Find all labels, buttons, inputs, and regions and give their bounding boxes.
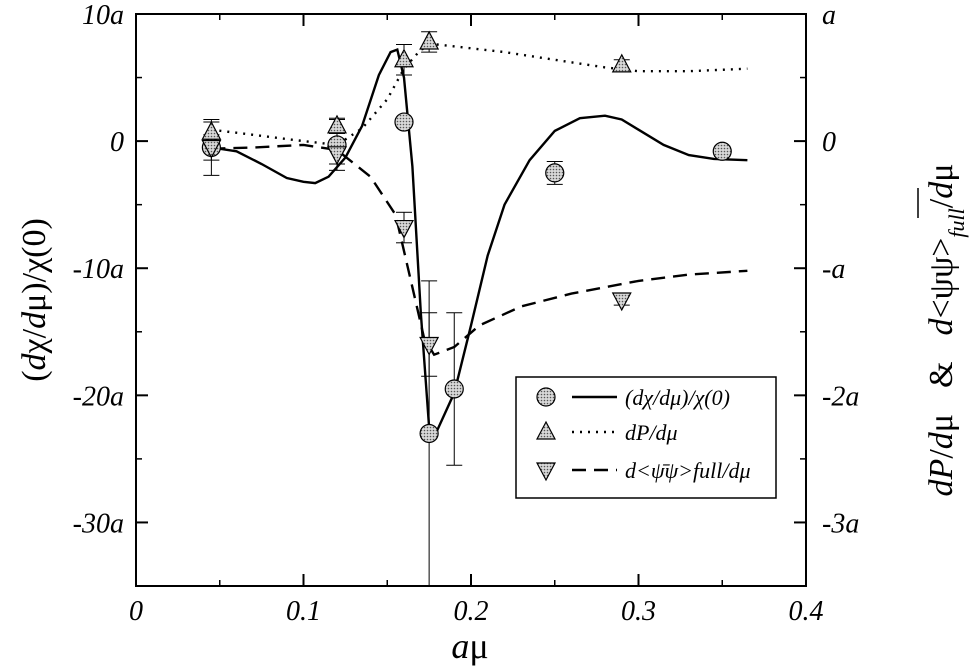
error-bars xyxy=(203,31,731,586)
plot-frame xyxy=(135,13,807,587)
data-point-0 xyxy=(444,379,464,399)
series-line-2 xyxy=(211,143,748,357)
data-point-0 xyxy=(394,112,414,132)
axis-ticks xyxy=(135,13,807,587)
y-left-tick-label: -20a xyxy=(73,381,124,412)
legend-marker-1 xyxy=(536,420,556,440)
y-right-tick-label: -3a xyxy=(822,508,859,539)
y-right-tick-label: -2a xyxy=(822,381,859,412)
series-line-0 xyxy=(211,48,748,432)
y-right-tick-label: a xyxy=(822,0,836,31)
data-point-2 xyxy=(611,292,632,312)
x-tick-label: 0.4 xyxy=(789,596,824,627)
data-point-2 xyxy=(327,146,347,166)
x-axis-label: aμ xyxy=(451,626,488,666)
data-point-2 xyxy=(201,139,222,159)
legend: (dχ/dμ)/χ(0) dP/dμ d<ψ̄ψ>full/dμ xyxy=(515,376,777,499)
legend-marker-0 xyxy=(536,387,556,407)
x-tick-label: 0.2 xyxy=(454,596,489,627)
fit-curves xyxy=(211,43,748,432)
y-axis-left-label: (dχ/dμ)/χ(0) xyxy=(16,218,53,382)
legend-label-0: (dχ/dμ)/χ(0) xyxy=(625,385,730,410)
data-point-2 xyxy=(419,336,440,356)
tick-labels: 0 0.1 0.2 0.3 0.4 10a 0 -10a -20a -30a a 0 -a -2a -3a xyxy=(73,0,860,627)
y-axis-right-label: dP/dμ&d<ψψ>full/dμ xyxy=(923,164,969,497)
data-point-0 xyxy=(419,423,439,444)
data-point-1 xyxy=(201,120,222,140)
data-markers xyxy=(201,30,732,444)
x-tick-label: 0.1 xyxy=(286,596,321,627)
x-tick-label: 0 xyxy=(129,596,143,627)
y-right-tick-label: -a xyxy=(822,254,845,285)
y-left-tick-label: -30a xyxy=(73,508,124,539)
y-left-tick-label: 10a xyxy=(82,0,124,31)
y-right-tick-label: 0 xyxy=(822,127,836,158)
data-point-1 xyxy=(394,48,414,68)
data-point-1 xyxy=(419,30,440,50)
y-left-tick-label: -10a xyxy=(73,254,124,285)
y-left-tick-label: 0 xyxy=(110,127,124,158)
data-point-0 xyxy=(712,141,732,161)
x-tick-label: 0.3 xyxy=(621,596,656,627)
series-line-1 xyxy=(211,43,748,147)
data-point-1 xyxy=(327,114,347,134)
data-point-2 xyxy=(394,219,414,239)
legend-marker-2 xyxy=(536,462,556,482)
data-point-0 xyxy=(545,163,565,183)
legend-label-2: d<ψ̄ψ>full/dμ xyxy=(625,458,751,483)
legend-label-1: dP/dμ xyxy=(625,420,678,445)
legend-box xyxy=(515,376,777,499)
data-point-1 xyxy=(611,53,632,73)
